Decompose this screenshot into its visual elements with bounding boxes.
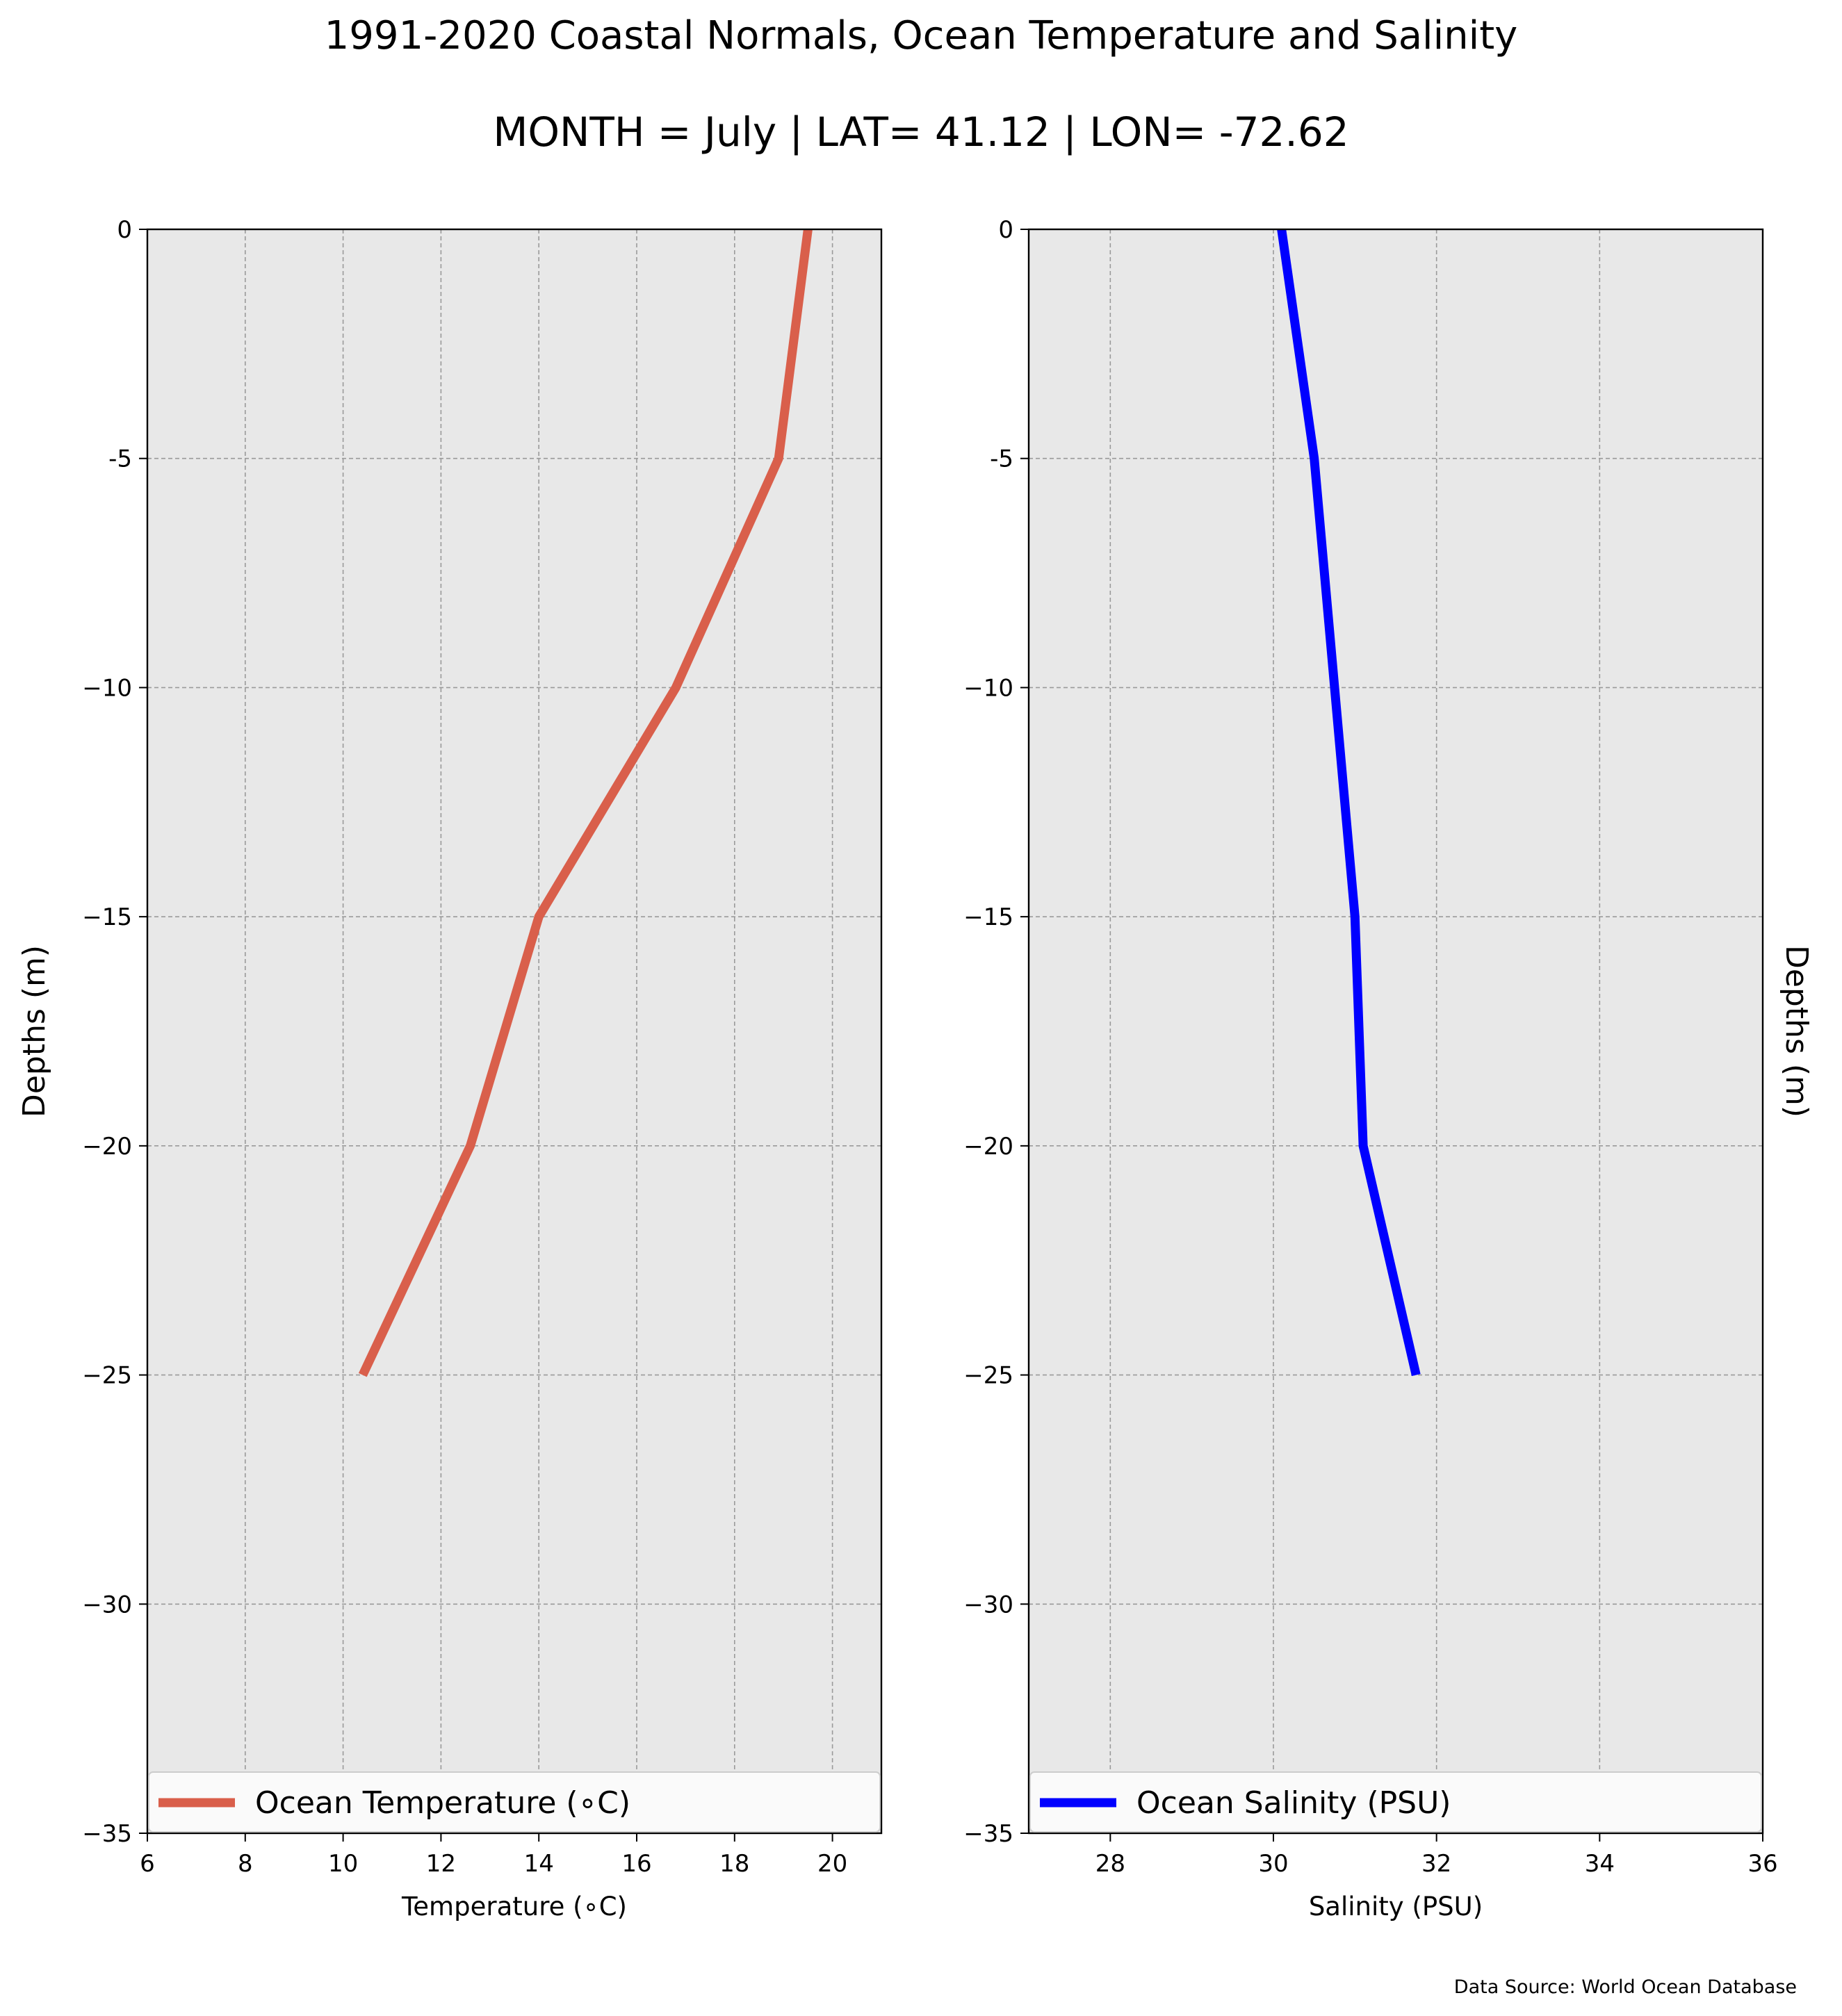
y-tick-label: 0 [117,216,132,244]
x-axis-label: Temperature (∘C) [401,1892,627,1921]
y-tick-label: 0 [998,216,1013,244]
y-axis-label: Depths (m) [17,945,52,1117]
y-tick-label: −35 [963,1820,1013,1848]
y-tick-label: -5 [108,445,132,473]
legend-box [1029,1771,1762,1833]
y-tick-label: −30 [82,1591,132,1618]
x-tick-label: 6 [140,1850,155,1878]
axes-frame [146,228,883,1835]
x-tick-label: 12 [426,1850,456,1878]
x-tick-label: 14 [524,1850,554,1878]
y-tick-label: −35 [82,1820,132,1848]
x-axis-label: Salinity (PSU) [1309,1892,1483,1921]
data-source-note: Data Source: World Ocean Database [1454,1976,1797,1998]
y-tick-label: −25 [963,1362,1013,1390]
y-axis-label: Depths (m) [1779,945,1814,1117]
y-tick-label: −10 [82,674,132,702]
y-tick-label: −15 [963,903,1013,931]
plot-area [1029,229,1763,1833]
y-tick-label: −15 [82,903,132,931]
y-tick-label: −10 [963,674,1013,702]
x-tick-label: 8 [238,1850,253,1878]
series-line-0 [358,229,813,1377]
chart-title: 1991-2020 Coastal Normals, Ocean Tempera… [325,13,1518,58]
x-tick-label: 32 [1421,1850,1451,1878]
chart-subtitle: MONTH = July | LAT= 41.12 | LON= -72.62 [493,108,1348,156]
legend-label: Ocean Salinity (PSU) [1136,1785,1451,1821]
salinity-panel: 28 30 32 34 36 0 -5 −10 −15 −20 −25 −30 −35 Salinity … [963,216,1814,1921]
y-tick-label: −20 [82,1133,132,1161]
axes-frame [1027,228,1764,1835]
y-tick-label: −25 [82,1362,132,1390]
legend-box [148,1771,881,1833]
series-line-0 [1277,229,1421,1377]
y-tick-label: −30 [963,1591,1013,1618]
x-tick-label: 34 [1585,1850,1615,1878]
temperature-panel: 6 8 10 12 14 16 18 20 0 -5 −10 −15 −20 −25 −30 −35 Tempe… [17,216,883,1921]
legend-label: Ocean Temperature (∘C) [255,1785,630,1821]
x-tick-label: 30 [1258,1850,1288,1878]
x-tick-label: 28 [1095,1850,1125,1878]
x-tick-label: 36 [1747,1850,1777,1878]
x-tick-label: 10 [328,1850,358,1878]
y-tick-label: -5 [990,445,1013,473]
x-tick-label: 16 [621,1850,651,1878]
x-tick-label: 20 [817,1850,847,1878]
x-tick-label: 18 [719,1850,749,1878]
y-tick-label: −20 [963,1133,1013,1161]
